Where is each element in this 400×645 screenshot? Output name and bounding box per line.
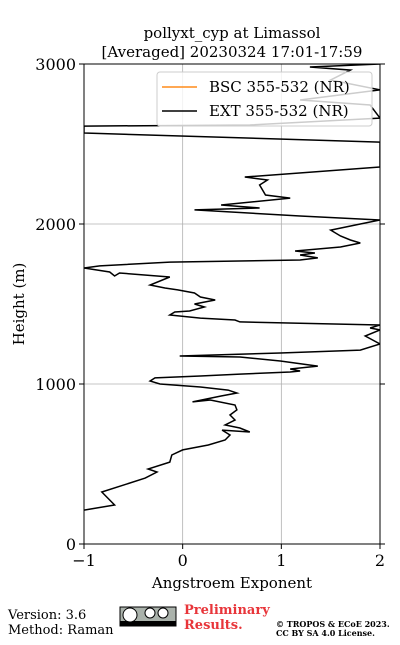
preliminary: Preliminary Results. — [184, 603, 274, 633]
legend-box — [156, 71, 373, 127]
x-tick-label: 0 — [178, 551, 188, 570]
legend-label: BSC 355-532 (NR) — [209, 78, 350, 96]
version: Version: 3.6 — [7, 608, 86, 623]
legend-label: EXT 355-532 (NR) — [209, 102, 349, 120]
y-tick-label: 1000 — [35, 375, 76, 394]
plot-frame — [83, 63, 381, 545]
y-axis-label: Height (m) — [10, 263, 28, 346]
license-2: CC BY SA 4.0 License. — [276, 628, 375, 638]
chart-subtitle: [Averaged] 20230324 17:01-17:59 — [102, 43, 363, 61]
x-tick-label: 2 — [375, 551, 385, 570]
series-line — [84, 64, 380, 511]
x-tick-label: −1 — [72, 551, 96, 570]
chart-title: pollyxt_cyp at Limassol — [144, 24, 321, 42]
x-axis-label: Angstroem Exponent — [151, 574, 312, 592]
preliminary-text: Preliminary — [184, 603, 270, 618]
method: Method: Raman — [8, 623, 114, 638]
y-tick-label: 3000 — [35, 55, 76, 74]
x-tick-label: 1 — [276, 551, 286, 570]
y-tick-label: 0 — [66, 535, 76, 554]
y-tick-label: 2000 — [35, 215, 76, 234]
license: © TROPOS & ECoE 2023. — [276, 619, 390, 629]
preliminary-text-2: Results. — [184, 618, 243, 633]
cc-logo — [119, 606, 177, 627]
